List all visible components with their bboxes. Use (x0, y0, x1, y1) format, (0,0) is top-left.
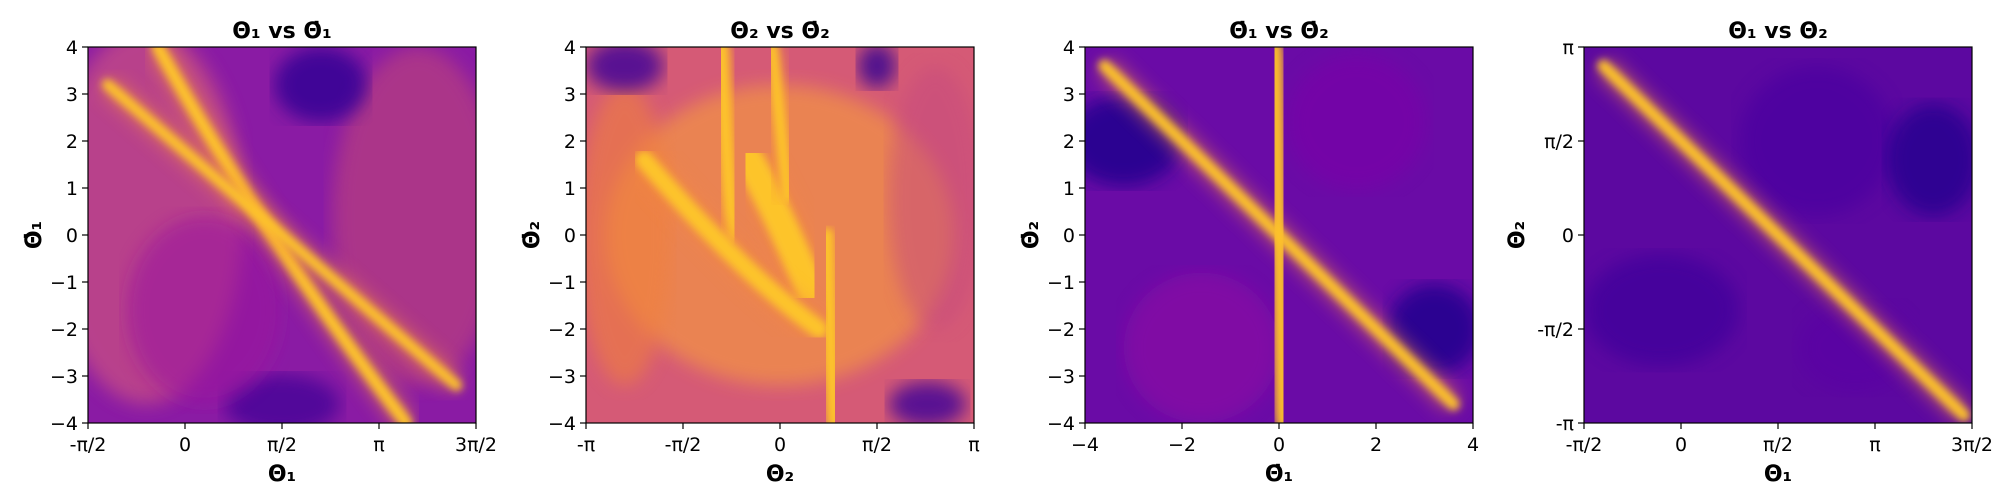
y-tick-label: −1 (548, 272, 576, 294)
x-tick-label: π/2 (862, 434, 892, 456)
x-tick-label: -π/2 (70, 434, 107, 456)
y-tick-label: π (1563, 37, 1574, 59)
heatmap-ridge (733, 144, 827, 307)
x-tick-label: π/2 (1763, 434, 1793, 456)
heatmap-region (1584, 253, 1740, 367)
x-tick-label: -π (577, 434, 595, 456)
heatmap-ridge (766, 47, 794, 204)
y-tick-label: 0 (66, 225, 78, 247)
y-tick-label: 4 (66, 37, 78, 59)
x-tick-label: π (373, 434, 384, 456)
x-tick-label: 3π/2 (1951, 434, 1993, 456)
heatmap-ridge (635, 150, 828, 338)
chart-title: Θ₁ vs Θ₂ (1728, 19, 1827, 44)
heatmap-region (888, 65, 974, 329)
chart-title: Θ₁ vs Θ̇₁ (232, 19, 331, 44)
x-tick-label: −4 (1071, 434, 1099, 456)
x-axis-label: Θ̇₁ (1265, 462, 1293, 487)
y-tick-label: −1 (50, 272, 78, 294)
y-tick-label: -π (1556, 413, 1574, 435)
heatmap-1 (88, 47, 476, 423)
x-tick-label: -π/2 (1566, 434, 1603, 456)
y-tick-label: 3 (1063, 84, 1075, 106)
x-tick-label: 0 (179, 434, 191, 456)
y-tick-label: 2 (1063, 131, 1075, 153)
y-tick-label: −4 (548, 413, 576, 435)
y-tick-label: −4 (50, 413, 78, 435)
x-tick-label: π (1869, 434, 1880, 456)
heatmap-2 (586, 47, 974, 423)
y-tick-label: 2 (564, 131, 576, 153)
chart-panel-1: -π/2 0 π/2 π 3π/2 4 3 2 1 0 −1 −2 −3 −4 Θ₁ vs Θ̇₁ Θ₁ Θ̇₁ (22, 19, 497, 487)
y-axis-label: Θ̇₂ (1019, 221, 1044, 249)
y-axis-label: Θ̇₂ (520, 221, 545, 249)
heatmap-3 (1085, 47, 1473, 423)
y-tick-label: 4 (1063, 37, 1075, 59)
y-tick-label: −2 (1047, 319, 1075, 341)
y-tick-label: 3 (564, 84, 576, 106)
y-tick-label: 0 (1063, 225, 1075, 247)
x-axis-label: Θ₁ (268, 462, 296, 487)
y-tick-label: −3 (50, 366, 78, 388)
x-tick-label: π/2 (267, 434, 297, 456)
chart-panel-3: −4 −2 0 2 4 4 3 2 1 0 −1 −2 −3 −4 Θ̇₁ vs Θ̇₂ Θ̇₁ Θ̇₂ (1019, 19, 1479, 487)
chart-panel-2: -π -π/2 0 π/2 π 4 3 2 1 0 −1 −2 −3 −4 Θ₂ vs Θ̇₂ Θ₂ Θ̇₂ (520, 19, 980, 487)
heatmap-region (223, 374, 341, 423)
y-tick-label: 0 (1562, 225, 1574, 247)
heatmap-ridge (1268, 47, 1290, 423)
heatmap-region (857, 47, 897, 89)
heatmap-ridge (101, 79, 463, 391)
chart-title: Θ₂ vs Θ̇₂ (730, 19, 829, 44)
x-axis-label: Θ₁ (1764, 462, 1792, 487)
heatmap-region (1286, 54, 1427, 190)
heatmap-region (126, 216, 283, 405)
y-tick-label: 1 (564, 178, 576, 200)
y-tick-label: 3 (66, 84, 78, 106)
heatmap-ridge (714, 47, 741, 242)
x-tick-label: −2 (1168, 434, 1196, 456)
heatmap-region (274, 47, 368, 123)
x-tick-label: -π/2 (665, 434, 702, 456)
x-tick-label: 0 (1273, 434, 1285, 456)
heatmap-4 (1584, 47, 1972, 423)
heatmap-region (586, 84, 672, 386)
chart-title: Θ̇₁ vs Θ̇₂ (1229, 19, 1328, 44)
heatmap-ridge (819, 228, 842, 423)
x-tick-label: 4 (1467, 434, 1479, 456)
x-axis-label: Θ₂ (766, 462, 794, 487)
y-tick-label: −3 (548, 366, 576, 388)
y-tick-label: −4 (1047, 413, 1075, 435)
x-tick-label: π (968, 434, 979, 456)
y-axis-label: Θ̇₁ (22, 221, 47, 249)
x-tick-label: 2 (1370, 434, 1382, 456)
y-tick-label: 0 (564, 225, 576, 247)
heatmap-region (1123, 272, 1279, 423)
y-tick-label: −2 (50, 319, 78, 341)
heatmap-region (586, 47, 664, 93)
y-tick-label: −1 (1047, 272, 1075, 294)
y-tick-label: 2 (66, 131, 78, 153)
y-tick-label: −2 (548, 319, 576, 341)
x-tick-label: 0 (1675, 434, 1687, 456)
y-tick-label: π/2 (1544, 131, 1574, 153)
y-tick-label: 1 (66, 178, 78, 200)
y-tick-label: -π/2 (1537, 319, 1574, 341)
heatmap-region (888, 381, 967, 423)
x-tick-label: 0 (774, 434, 786, 456)
y-axis-label: Θ₂ (1505, 221, 1530, 249)
y-tick-label: −3 (1047, 366, 1075, 388)
y-tick-label: 1 (1063, 178, 1075, 200)
x-tick-label: 3π/2 (455, 434, 497, 456)
y-tick-label: 4 (564, 37, 576, 59)
heatmap-region (1886, 103, 1972, 217)
heatmap-region (1739, 65, 1895, 217)
